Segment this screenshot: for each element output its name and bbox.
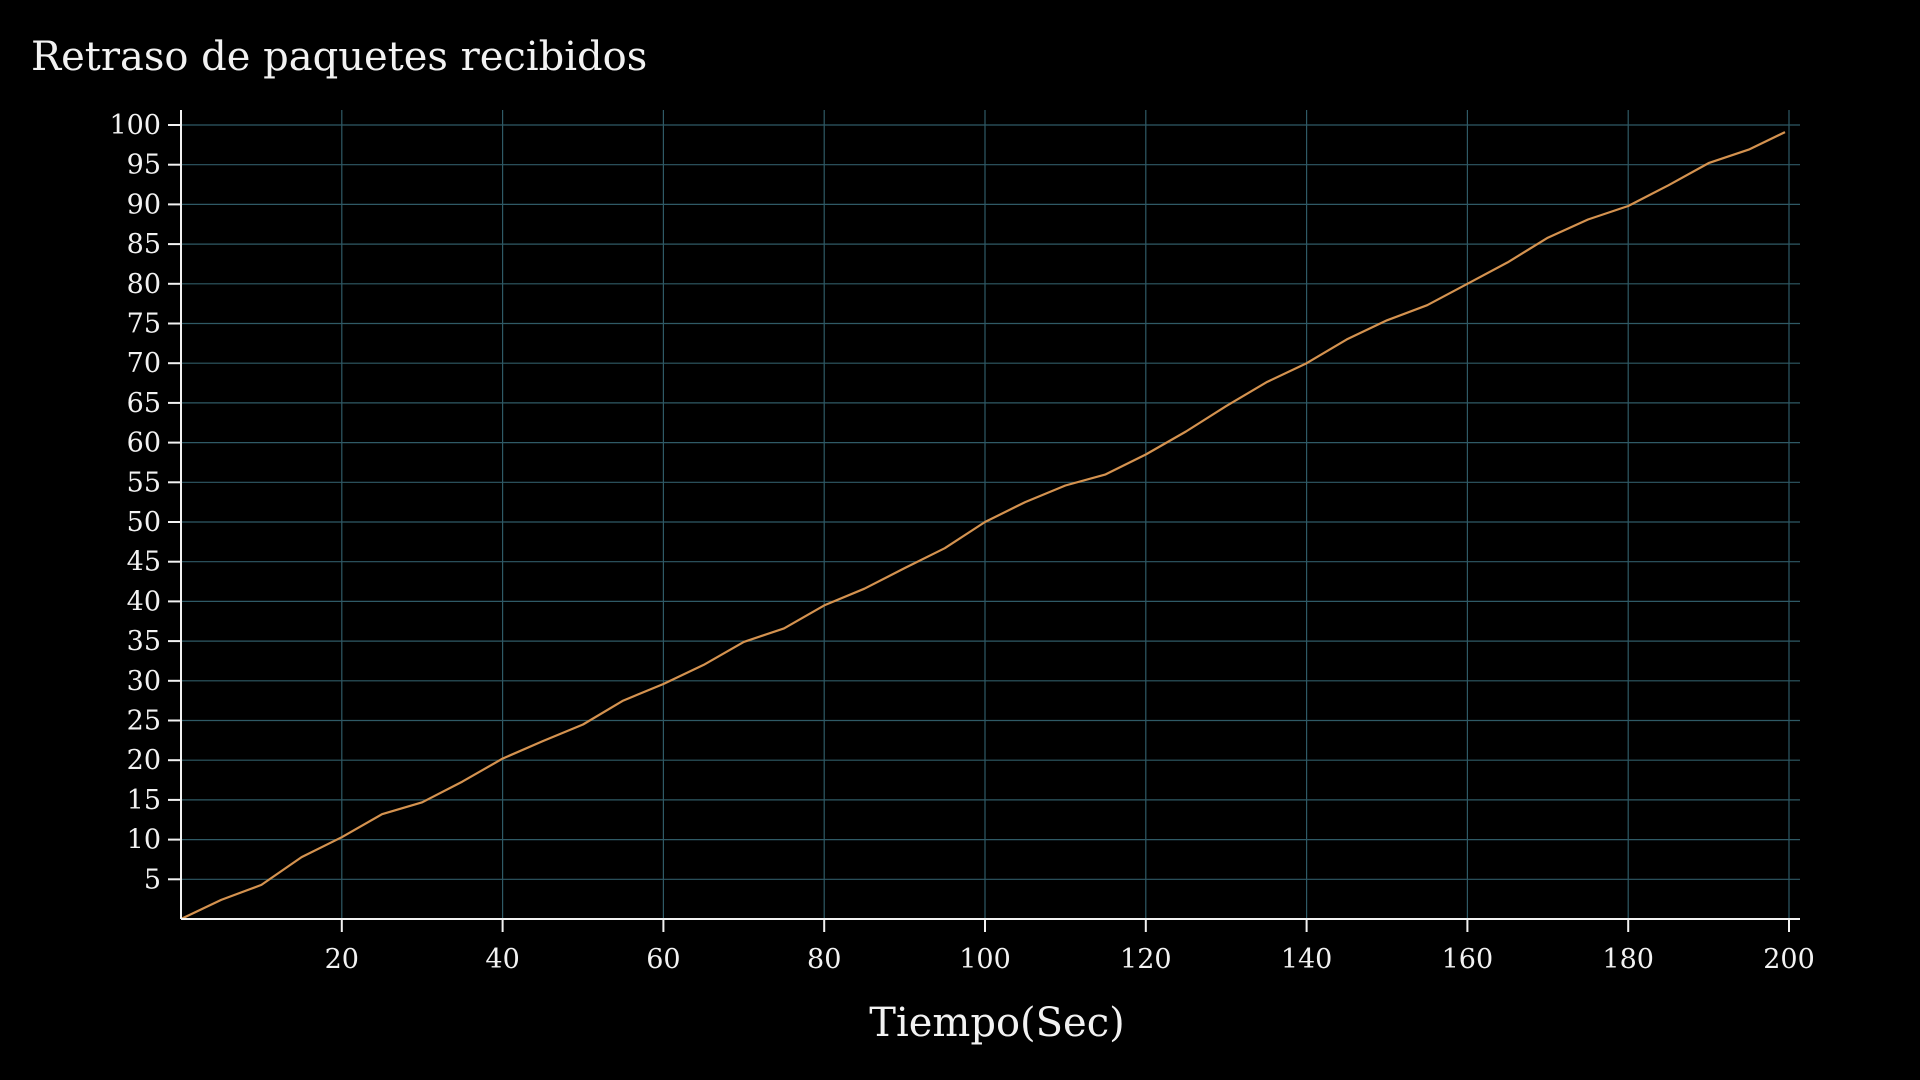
series-layer [180,131,1786,920]
x-tick-label: 40 [485,944,519,975]
x-tick-label: 160 [1442,944,1494,975]
series-line [180,131,1786,920]
y-tick-label: 50 [127,507,161,538]
y-tick-label: 10 [127,825,161,856]
y-tick-label: 5 [144,864,161,895]
x-tick-label: 100 [959,944,1011,975]
y-tick-label: 70 [127,348,161,379]
x-axis-label: Tiempo(Sec) [869,1000,1124,1046]
y-tick-label: 15 [127,785,161,816]
x-tick-label: 60 [646,944,680,975]
y-tick-label: 20 [127,745,161,776]
x-tick-label: 20 [325,944,359,975]
y-tick-label: 90 [127,189,161,220]
tick-labels: 5 10 15 20 25 30 35 40 45 50 55 60 65 70 75 80 85 90 95 100… [109,110,1814,975]
y-tick-label: 40 [127,586,161,617]
x-tick-label: 80 [807,944,841,975]
chart-title: Retraso de paquetes recibidos [31,34,648,80]
y-tick-label: 75 [127,309,161,340]
x-tick-label: 180 [1602,944,1654,975]
grid-lines [181,110,1800,919]
y-tick-label: 85 [127,229,161,260]
axes [168,110,1800,932]
y-tick-label: 65 [127,388,161,419]
y-tick-label: 30 [127,666,161,697]
y-tick-label: 95 [127,150,161,181]
y-tick-label: 25 [127,706,161,737]
y-tick-label: 35 [127,626,161,657]
y-tick-label: 80 [127,269,161,300]
y-tick-label: 60 [127,428,161,459]
y-tick-label: 45 [127,547,161,578]
x-tick-label: 120 [1120,944,1172,975]
x-tick-label: 140 [1281,944,1333,975]
x-tick-label: 200 [1763,944,1815,975]
y-tick-label: 100 [109,110,161,141]
y-tick-label: 55 [127,467,161,498]
